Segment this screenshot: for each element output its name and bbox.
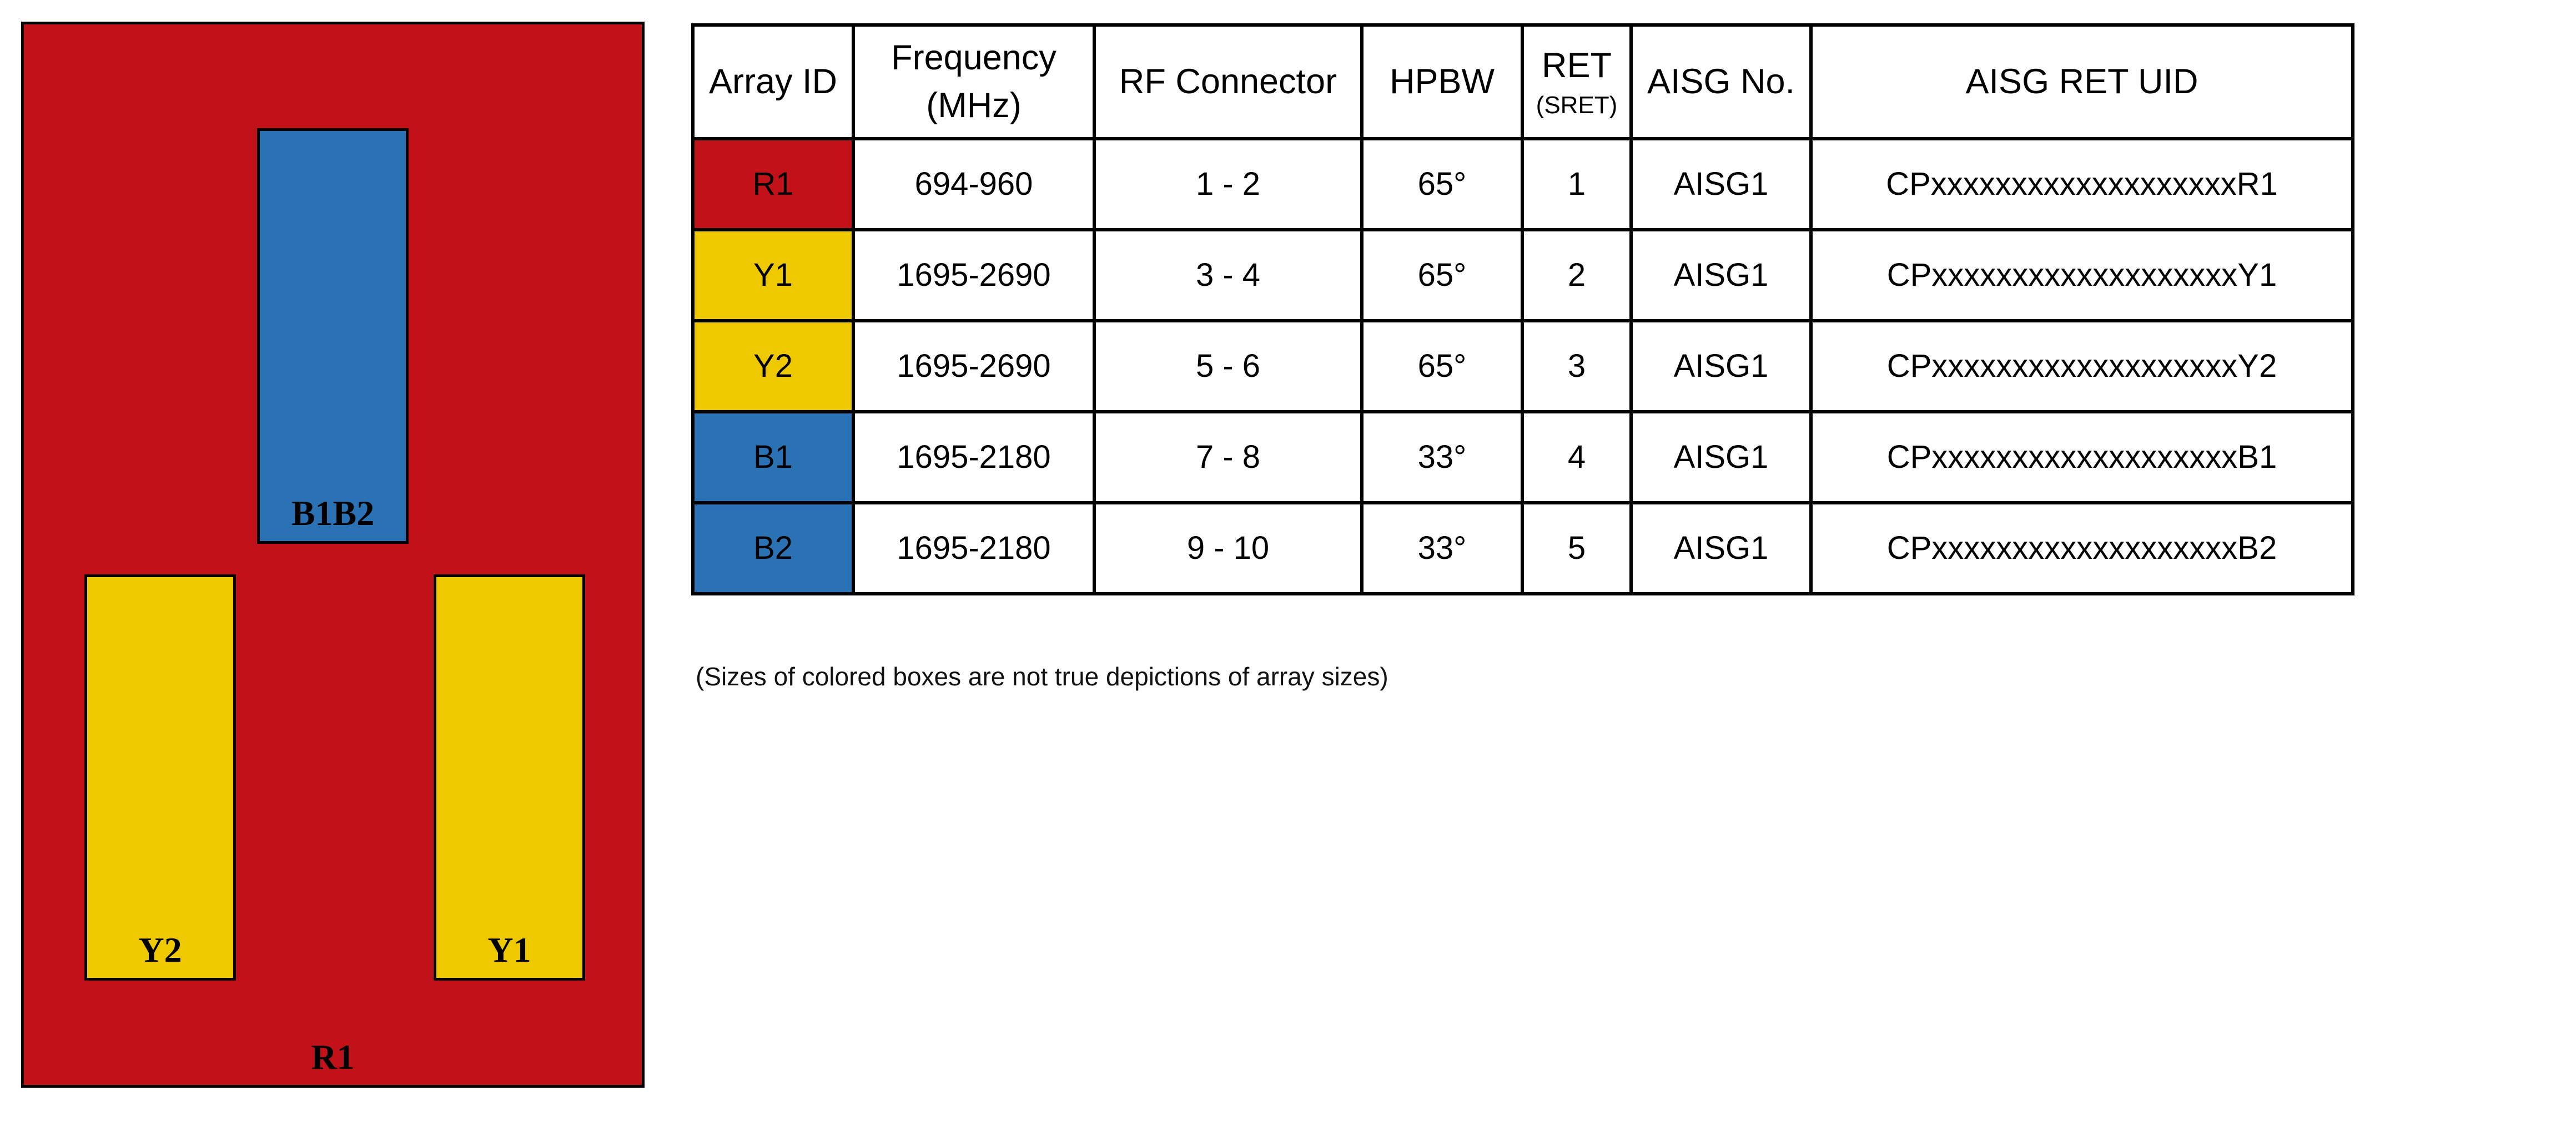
cell-aisg-ret-uid: CPxxxxxxxxxxxxxxxxxxxY2 <box>1809 319 2354 413</box>
cell-rf-connector: 3 - 4 <box>1093 228 1364 322</box>
array-spec-table: Array ID Frequency (MHz) RF Connector HP… <box>691 23 2354 595</box>
cell-hpbw: 33° <box>1360 410 1524 504</box>
cell-frequency: 1695-2690 <box>852 228 1096 322</box>
array-label-r1: R1 <box>311 1037 355 1077</box>
cell-hpbw: 33° <box>1360 501 1524 595</box>
cell-frequency: 1695-2180 <box>852 501 1096 595</box>
cell-frequency: 1695-2690 <box>852 319 1096 413</box>
cell-aisg-no: AISG1 <box>1629 410 1813 504</box>
col-header-hpbw: HPBW <box>1360 23 1524 140</box>
cell-rf-connector: 7 - 8 <box>1093 410 1364 504</box>
cell-ret: 1 <box>1521 137 1633 231</box>
cell-aisg-no: AISG1 <box>1629 137 1813 231</box>
cell-rf-connector: 9 - 10 <box>1093 501 1364 595</box>
cell-hpbw: 65° <box>1360 137 1524 231</box>
array-box-b1b2: B1B2 <box>257 128 409 544</box>
cell-array-id: B2 <box>691 501 855 595</box>
table-row: Y2 1695-2690 5 - 6 65° 3 AISG1 CPxxxxxxx… <box>691 319 2354 413</box>
cell-ret: 2 <box>1521 228 1633 322</box>
cell-hpbw: 65° <box>1360 319 1524 413</box>
table-row: Y1 1695-2690 3 - 4 65° 2 AISG1 CPxxxxxxx… <box>691 228 2354 322</box>
size-disclaimer-note: (Sizes of colored boxes are not true dep… <box>696 662 1388 691</box>
cell-ret: 3 <box>1521 319 1633 413</box>
cell-array-id: R1 <box>691 137 855 231</box>
cell-aisg-no: AISG1 <box>1629 319 1813 413</box>
cell-aisg-ret-uid: CPxxxxxxxxxxxxxxxxxxxR1 <box>1809 137 2354 231</box>
col-header-rf-connector: RF Connector <box>1093 23 1364 140</box>
cell-rf-connector: 5 - 6 <box>1093 319 1364 413</box>
cell-hpbw: 65° <box>1360 228 1524 322</box>
cell-frequency: 1695-2180 <box>852 410 1096 504</box>
table-row: B2 1695-2180 9 - 10 33° 5 AISG1 CPxxxxxx… <box>691 501 2354 595</box>
cell-aisg-ret-uid: CPxxxxxxxxxxxxxxxxxxxB2 <box>1809 501 2354 595</box>
array-box-y1: Y1 <box>434 574 585 981</box>
cell-aisg-ret-uid: CPxxxxxxxxxxxxxxxxxxxY1 <box>1809 228 2354 322</box>
array-box-r1: B1B2 Y2 Y1 R1 <box>21 22 645 1088</box>
cell-ret: 5 <box>1521 501 1633 595</box>
array-label-b1b2: B1B2 <box>291 493 375 533</box>
array-label-y2: Y2 <box>138 930 182 969</box>
cell-aisg-no: AISG1 <box>1629 228 1813 322</box>
table-row: R1 694-960 1 - 2 65° 1 AISG1 CPxxxxxxxxx… <box>691 137 2354 231</box>
cell-ret: 4 <box>1521 410 1633 504</box>
array-box-y2: Y2 <box>84 574 236 981</box>
cell-aisg-no: AISG1 <box>1629 501 1813 595</box>
col-header-array-id: Array ID <box>691 23 855 140</box>
table-header-row: Array ID Frequency (MHz) RF Connector HP… <box>691 23 2354 140</box>
col-header-aisg-ret-uid: AISG RET UID <box>1809 23 2354 140</box>
cell-rf-connector: 1 - 2 <box>1093 137 1364 231</box>
col-header-frequency: Frequency (MHz) <box>852 23 1096 140</box>
table-row: B1 1695-2180 7 - 8 33° 4 AISG1 CPxxxxxxx… <box>691 410 2354 504</box>
cell-array-id: Y1 <box>691 228 855 322</box>
col-header-ret: RET (SRET) <box>1521 23 1633 140</box>
cell-aisg-ret-uid: CPxxxxxxxxxxxxxxxxxxxB1 <box>1809 410 2354 504</box>
cell-array-id: B1 <box>691 410 855 504</box>
cell-array-id: Y2 <box>691 319 855 413</box>
cell-frequency: 694-960 <box>852 137 1096 231</box>
col-header-aisg-no: AISG No. <box>1629 23 1813 140</box>
array-label-y1: Y1 <box>487 930 531 969</box>
